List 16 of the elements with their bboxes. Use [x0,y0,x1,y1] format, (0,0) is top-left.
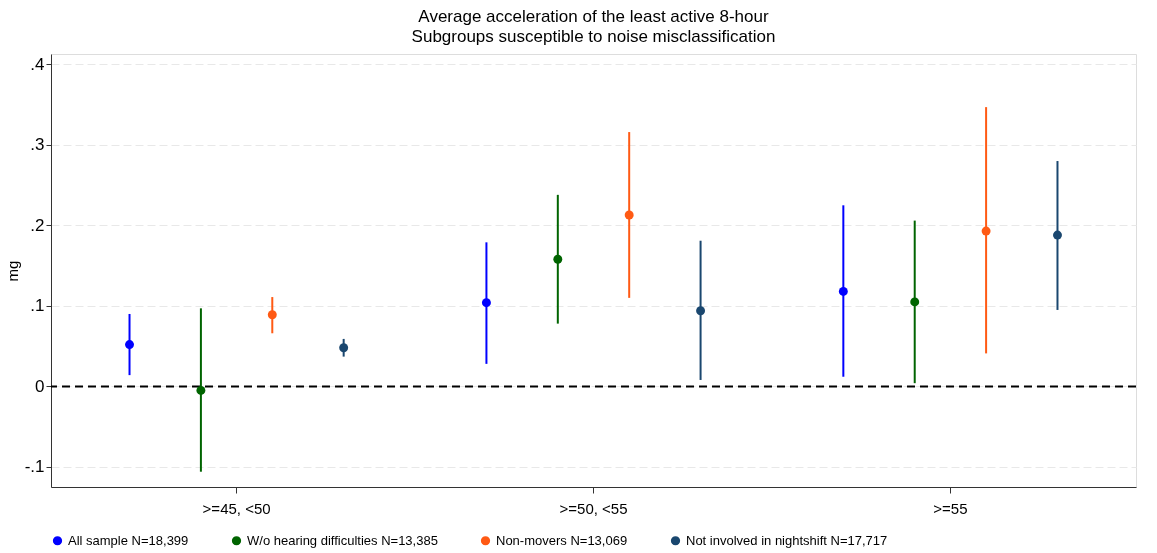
y-tick-label: -.1 [24,457,45,477]
y-tick-label: .4 [30,54,45,74]
legend-label: All sample N=18,399 [68,532,189,548]
y-tick-label: 0 [35,376,45,396]
y-tick-label: .1 [30,296,45,316]
x-tick-label: >=50, <55 [559,499,628,517]
chart-subtitle: Subgroups susceptible to noise misclassification [411,27,776,46]
chart-title: Average acceleration of the least active 8-hour [418,7,769,26]
y-tick-label: .3 [30,135,45,155]
y-tick-label: .2 [30,215,45,235]
x-tick-label: >=55 [933,499,968,517]
legend-label: Not involved in nightshift N=17,717 [686,532,888,548]
x-tick-label: >=45, <50 [202,499,271,517]
legend-label: W/o hearing difficulties N=13,385 [247,532,438,548]
y-axis-title: mg [3,260,21,282]
legend-label: Non-movers N=13,069 [496,532,628,548]
